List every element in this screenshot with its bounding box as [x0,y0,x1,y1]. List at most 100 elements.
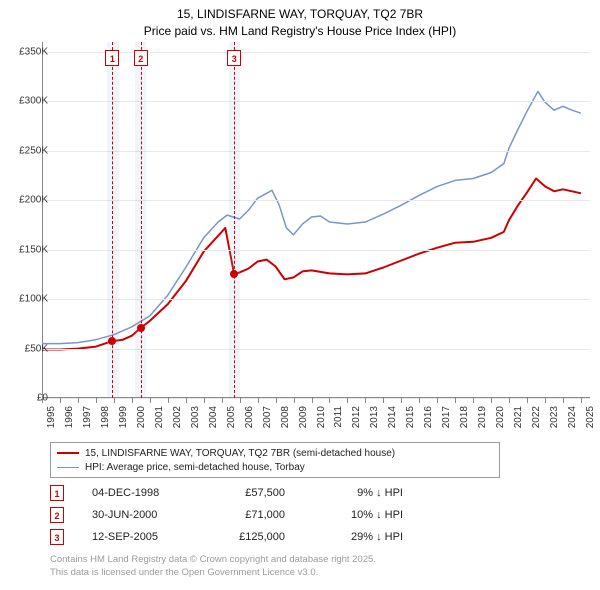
gridline-h [42,250,590,251]
x-tick-label: 2011 [333,406,344,446]
gridline-h [42,101,590,102]
sale-point [230,270,238,278]
x-tick [96,398,97,403]
x-tick [186,398,187,403]
x-tick [329,398,330,403]
x-tick-label: 1995 [46,406,57,446]
marker-number-box: 1 [50,485,64,501]
x-tick [114,398,115,403]
series-price_paid [42,179,581,350]
x-tick [491,398,492,403]
marker-date: 04-DEC-1998 [92,487,187,499]
license-text: Contains HM Land Registry data © Crown c… [50,554,376,580]
x-tick-label: 2016 [423,406,434,446]
x-tick [419,398,420,403]
plot-area: 12 3 [42,42,590,398]
x-tick [365,398,366,403]
y-tick-label: £50K [8,343,48,354]
legend: 15, LINDISFARNE WAY, TORQUAY, TQ2 7BR (s… [50,442,500,478]
x-tick-label: 2024 [567,406,578,446]
x-tick [473,398,474,403]
y-tick-label: £300K [8,96,48,107]
marker-number-box: 3 [227,50,241,66]
x-tick-label: 2010 [316,406,327,446]
marker-number-box: 2 [134,50,148,66]
legend-item: 15, LINDISFARNE WAY, TORQUAY, TQ2 7BR (s… [57,446,493,460]
marker-number-box: 3 [50,529,64,545]
x-tick-label: 2008 [280,406,291,446]
gridline-h [42,200,590,201]
marker-number-box: 2 [50,507,64,523]
y-tick-label: £150K [8,244,48,255]
x-tick-label: 2005 [226,406,237,446]
x-tick [437,398,438,403]
gridline-h [42,52,590,53]
marker-diff: 10% ↓ HPI [313,509,403,521]
x-tick [294,398,295,403]
title-line-1: 15, LINDISFARNE WAY, TORQUAY, TQ2 7BR [0,6,600,23]
marker-line [141,42,142,398]
x-tick-label: 2019 [477,406,488,446]
x-tick [455,398,456,403]
y-tick-label: £200K [8,195,48,206]
y-tick-label: £100K [8,294,48,305]
x-tick-label: 2013 [369,406,380,446]
x-tick-label: 1998 [100,406,111,446]
x-tick [78,398,79,403]
x-tick-label: 2018 [459,406,470,446]
x-tick [276,398,277,403]
x-tick-label: 1997 [82,406,93,446]
x-tick [168,398,169,403]
markers-table: 1 04-DEC-1998 £57,500 9% ↓ HPI 2 30-JUN-… [50,482,403,548]
marker-price: £125,000 [215,531,285,543]
x-tick [240,398,241,403]
legend-label: HPI: Average price, semi-detached house,… [85,462,305,473]
gridline-h [42,151,590,152]
legend-swatch [57,467,79,468]
x-tick-label: 2017 [441,406,452,446]
x-tick-label: 2004 [208,406,219,446]
marker-price: £57,500 [215,487,285,499]
x-tick-label: 2020 [495,406,506,446]
series-hpi [42,91,581,343]
x-tick [150,398,151,403]
legend-item: HPI: Average price, semi-detached house,… [57,460,493,474]
marker-diff: 9% ↓ HPI [313,487,403,499]
x-tick [527,398,528,403]
chart-title: 15, LINDISFARNE WAY, TORQUAY, TQ2 7BR Pr… [0,0,600,40]
marker-number-box: 1 [105,50,119,66]
x-tick-label: 2009 [298,406,309,446]
x-tick-label: 2001 [154,406,165,446]
x-tick-label: 2006 [244,406,255,446]
legend-label: 15, LINDISFARNE WAY, TORQUAY, TQ2 7BR (s… [85,448,395,459]
x-tick-label: 2012 [351,406,362,446]
legend-swatch [57,452,79,454]
gridline-h [42,349,590,350]
series-svg [42,42,590,398]
x-tick-label: 2007 [262,406,273,446]
x-tick-label: 2023 [549,406,560,446]
y-tick-label: £350K [8,46,48,57]
sale-point [108,337,116,345]
marker-date: 30-JUN-2000 [92,509,187,521]
marker-date: 12-SEP-2005 [92,531,187,543]
license-line-1: Contains HM Land Registry data © Crown c… [50,554,376,567]
x-tick-label: 2021 [513,406,524,446]
x-tick [509,398,510,403]
x-tick [401,398,402,403]
marker-line [234,42,235,398]
x-tick-label: 1999 [118,406,129,446]
x-tick [347,398,348,403]
x-tick [312,398,313,403]
x-tick-label: 1996 [64,406,75,446]
x-tick [581,398,582,403]
x-tick-label: 2022 [531,406,542,446]
table-row: 2 30-JUN-2000 £71,000 10% ↓ HPI [50,504,403,526]
x-tick [258,398,259,403]
x-tick-label: 2014 [387,406,398,446]
x-tick [222,398,223,403]
x-tick [60,398,61,403]
x-tick [132,398,133,403]
x-tick-label: 2003 [190,406,201,446]
table-row: 1 04-DEC-1998 £57,500 9% ↓ HPI [50,482,403,504]
